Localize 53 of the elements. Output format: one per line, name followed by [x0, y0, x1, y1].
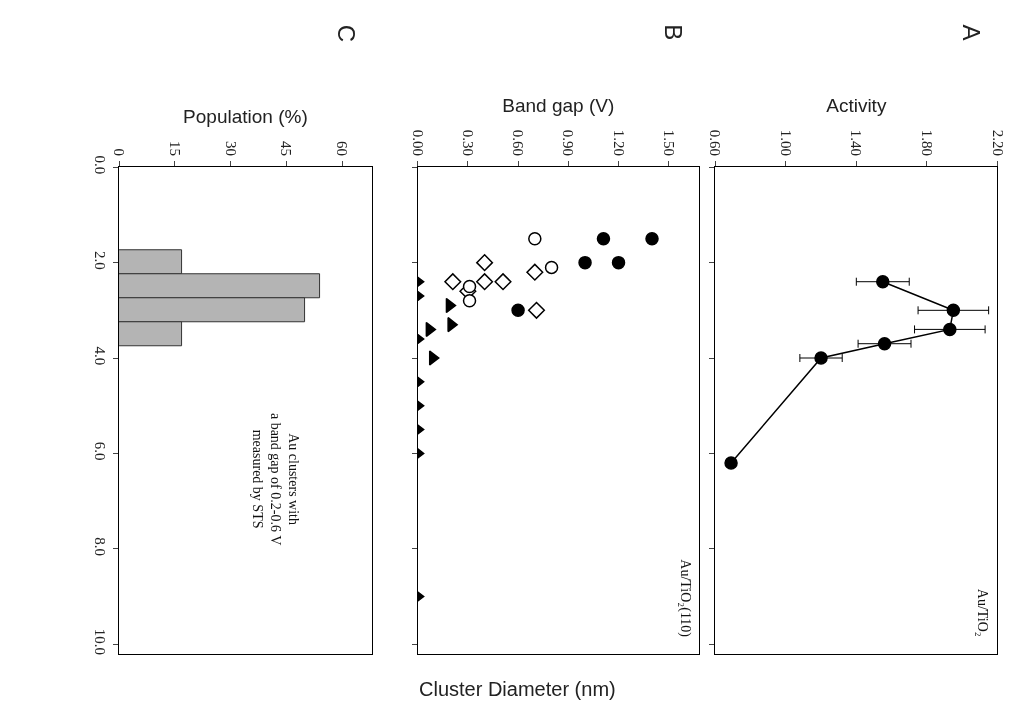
point [943, 322, 957, 337]
y-tick-label: 8.0 [92, 537, 109, 556]
x-tick-label: 1.80 [919, 129, 936, 156]
x-axis-title: Activity [826, 94, 887, 116]
point [494, 273, 512, 291]
y-tick-label: 4.0 [92, 346, 109, 366]
x-tick-label: 1.20 [610, 129, 627, 156]
x-tick-label: 1.50 [660, 129, 677, 156]
point [476, 273, 494, 291]
y-axis-title: Cluster Diameter (nm) [419, 678, 616, 700]
y-tick-label: 2.0 [92, 251, 109, 270]
chart-title: B [659, 24, 687, 41]
point [462, 294, 477, 308]
point [528, 232, 542, 246]
point [596, 232, 611, 246]
point [476, 254, 494, 272]
x-tick-label: 2.20 [989, 129, 1006, 156]
point [876, 274, 890, 289]
x-axis-title: Population (%) [183, 105, 308, 127]
point [877, 336, 892, 351]
point [724, 456, 738, 470]
y-tick-label: 6.0 [92, 441, 109, 461]
annotation: Au clusters with a band gap of 0.2-0.6 V measured by STS [250, 412, 302, 546]
point [511, 303, 525, 318]
x-tick-label: 0.30 [459, 129, 476, 156]
x-tick-label: 0.90 [560, 129, 577, 156]
x-tick-label: 1.40 [848, 129, 865, 156]
point [544, 260, 559, 275]
annotation: Au/TiO₂(110) [676, 559, 693, 638]
point [611, 255, 626, 270]
x-tick-label: 45 [278, 141, 295, 156]
point [444, 273, 462, 291]
annotation: Au/TiO₂ [975, 588, 991, 637]
x-tick-label: 0.60 [707, 129, 724, 156]
x-tick-label: 30 [222, 141, 239, 156]
chart-title: A [958, 24, 986, 41]
y-tick-label: 10.0 [92, 628, 109, 656]
point [526, 263, 544, 281]
point [946, 303, 961, 318]
x-tick-label: 0.00 [409, 129, 426, 156]
x-tick-label: 60 [334, 141, 351, 156]
point [527, 301, 546, 319]
x-tick-label: 0 [111, 148, 128, 156]
x-tick-label: 0.60 [510, 129, 527, 156]
y-tick-label: 0.0 [92, 155, 109, 175]
x-tick-label: 1.00 [777, 129, 794, 156]
point [814, 351, 828, 365]
x-axis-title: Band gap (V) [502, 94, 615, 116]
chart-title: C [332, 24, 360, 43]
point [645, 232, 659, 246]
point [578, 255, 592, 270]
point [462, 279, 477, 294]
x-tick-label: 15 [166, 141, 183, 156]
